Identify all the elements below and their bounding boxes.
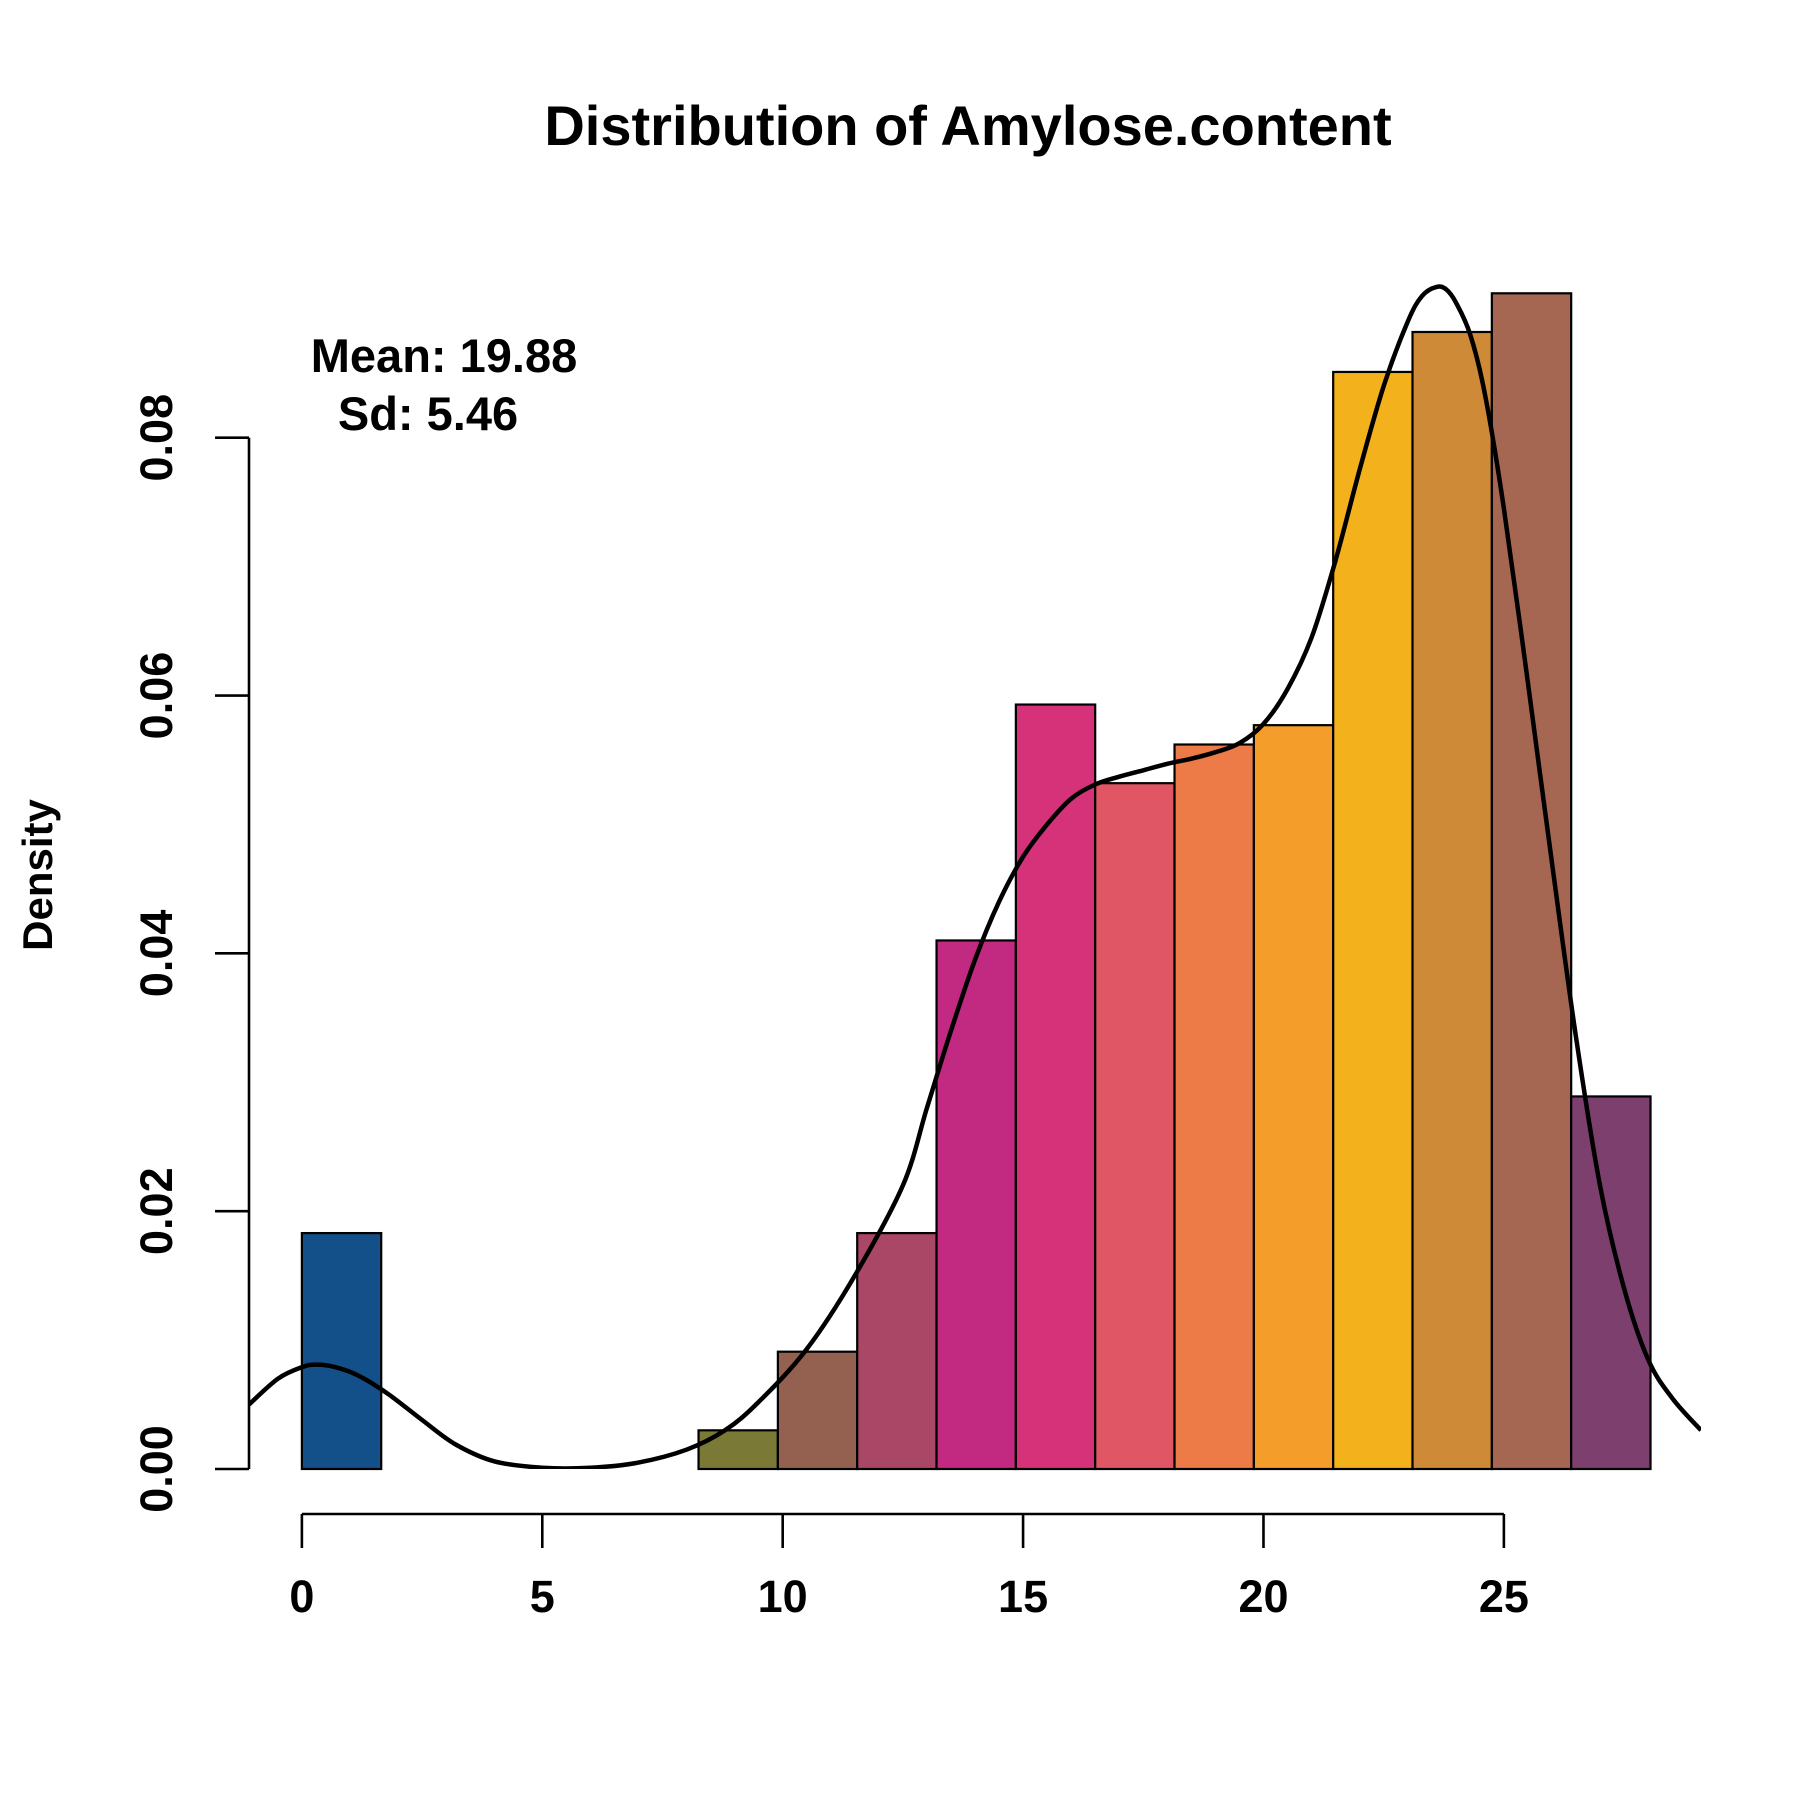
histogram-bar-1 xyxy=(697,1429,779,1471)
x-axis: 0 5 10 15 20 25 xyxy=(289,1512,1529,1622)
chart-title: Distribution of Amylose.content xyxy=(544,94,1391,157)
histogram-bar-7 xyxy=(1173,743,1255,1471)
density-curve xyxy=(249,284,1701,1469)
sd-annotation: Sd: 5.46 xyxy=(338,387,518,440)
y-axis-label: Density xyxy=(14,799,61,951)
histogram-bar-3 xyxy=(856,1231,938,1471)
histogram-bar-10 xyxy=(1411,330,1493,1471)
mean-annotation: Mean: 19.88 xyxy=(311,329,577,382)
histogram-bar-0 xyxy=(300,1231,383,1471)
y-tick-label: 0.00 xyxy=(131,1425,182,1513)
x-tick-label: 10 xyxy=(758,1571,808,1622)
x-tick-label: 15 xyxy=(998,1571,1048,1622)
bars-group xyxy=(300,292,1652,1471)
histogram-bar-4 xyxy=(935,939,1017,1471)
y-tick-label: 0.02 xyxy=(131,1167,182,1255)
histogram-bar-6 xyxy=(1094,782,1176,1471)
histogram-bar-12 xyxy=(1570,1095,1652,1471)
x-tick-label: 20 xyxy=(1238,1571,1288,1622)
histogram-bar-8 xyxy=(1252,724,1335,1471)
x-tick-label: 25 xyxy=(1479,1571,1529,1622)
y-tick-label: 0.08 xyxy=(131,394,182,482)
x-tick-label: 5 xyxy=(530,1571,555,1622)
y-tick-label: 0.04 xyxy=(131,910,182,998)
histogram-bar-11 xyxy=(1490,292,1573,1471)
histogram-bar-5 xyxy=(1014,703,1097,1471)
y-axis: 0.00 0.02 0.04 0.06 0.08 xyxy=(131,394,251,1513)
histogram-bar-9 xyxy=(1332,370,1414,1471)
x-tick-label: 0 xyxy=(289,1571,314,1622)
y-tick-label: 0.06 xyxy=(131,652,182,740)
